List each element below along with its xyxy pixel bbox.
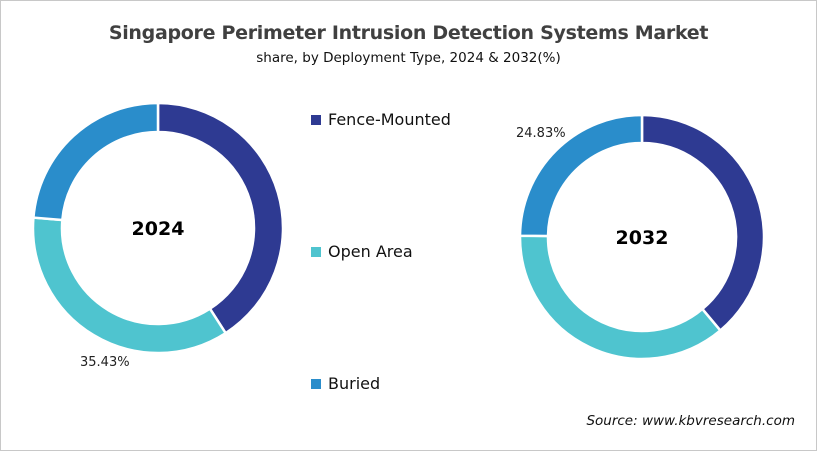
legend-swatch-buried bbox=[311, 378, 321, 389]
donut-slice-open-area bbox=[31, 216, 228, 355]
donut-chart-2024: 2024 bbox=[31, 101, 285, 355]
legend-item-open-area: Open Area bbox=[311, 242, 413, 261]
legend-item-buried: Buried bbox=[311, 374, 380, 393]
donut-slice-fence-mounted bbox=[640, 113, 766, 333]
data-label-2024-open-area: 35.43% bbox=[80, 355, 130, 370]
legend-item-fence-mounted: Fence-Mounted bbox=[311, 110, 451, 129]
center-label-2024: 2024 bbox=[132, 218, 185, 240]
donut-slice-buried bbox=[32, 101, 160, 222]
donut-slice-buried bbox=[518, 113, 644, 238]
donut-slices-2032 bbox=[518, 113, 766, 361]
legend-label: Buried bbox=[328, 374, 381, 393]
data-label-2032-buried: 24.83% bbox=[516, 126, 566, 141]
legend-swatch-open-area bbox=[311, 246, 321, 257]
source-note: Source: www.kbvresearch.com bbox=[586, 413, 795, 429]
legend-label: Open Area bbox=[328, 242, 413, 261]
center-label-2032: 2032 bbox=[616, 227, 669, 249]
donut-chart-2032: 2032 bbox=[518, 113, 766, 361]
legend-swatch-fence-mounted bbox=[311, 114, 321, 125]
chart-title: Singapore Perimeter Intrusion Detection … bbox=[108, 22, 709, 44]
chart-subtitle: share, by Deployment Type, 2024 & 2032(%… bbox=[256, 50, 561, 66]
donut-slice-open-area bbox=[518, 234, 723, 361]
donut-slices-2024 bbox=[31, 101, 285, 355]
legend-label: Fence-Mounted bbox=[328, 110, 451, 129]
